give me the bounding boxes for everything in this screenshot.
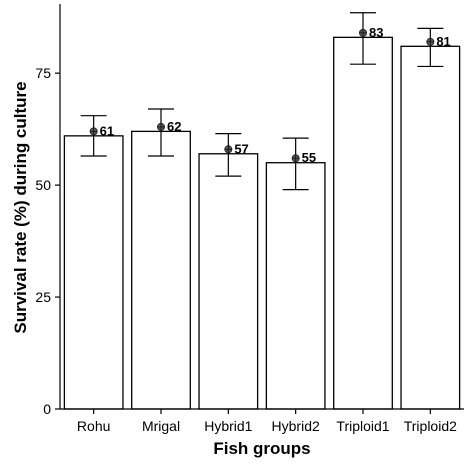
data-label: 55 xyxy=(302,150,316,165)
bar-mrigal xyxy=(131,130,191,410)
data-label: 61 xyxy=(100,123,114,138)
bar-hybrid1 xyxy=(198,153,259,410)
bar-triploid2 xyxy=(400,45,461,410)
y-tick-label: 50 xyxy=(35,177,51,193)
x-tick-label: Triploid2 xyxy=(404,418,457,434)
x-axis-title: Fish groups xyxy=(213,439,310,458)
data-label: 83 xyxy=(369,25,383,40)
y-axis-title: Survival rate (%) during culture xyxy=(11,81,30,333)
x-tick-label: Hybrid1 xyxy=(204,418,252,434)
data-labels-group: 61 62 57 55 83 81 xyxy=(100,25,451,165)
error-bars-group xyxy=(80,12,444,191)
axes-group xyxy=(59,4,464,410)
y-tick-label: 25 xyxy=(35,289,51,305)
bar-rohu xyxy=(63,135,124,410)
x-tick-label: Rohu xyxy=(77,418,110,434)
y-tick-label: 75 xyxy=(35,65,51,81)
x-tick-label: Triploid1 xyxy=(336,418,389,434)
y-ticks-group: 0 25 50 75 xyxy=(35,65,60,417)
bar-triploid1 xyxy=(333,36,393,410)
y-tick-label: 0 xyxy=(43,401,51,417)
markers-group xyxy=(89,28,435,163)
x-tick-label: Mrigal xyxy=(142,418,180,434)
data-label: 62 xyxy=(167,119,181,134)
data-label: 57 xyxy=(234,141,248,156)
bar-hybrid2 xyxy=(265,162,326,410)
x-ticks-group: Rohu Mrigal Hybrid1 Hybrid2 Triploid1 Triploi… xyxy=(77,409,457,434)
bars-group xyxy=(63,36,461,410)
x-tick-label: Hybrid2 xyxy=(272,418,320,434)
data-label: 81 xyxy=(436,34,450,49)
